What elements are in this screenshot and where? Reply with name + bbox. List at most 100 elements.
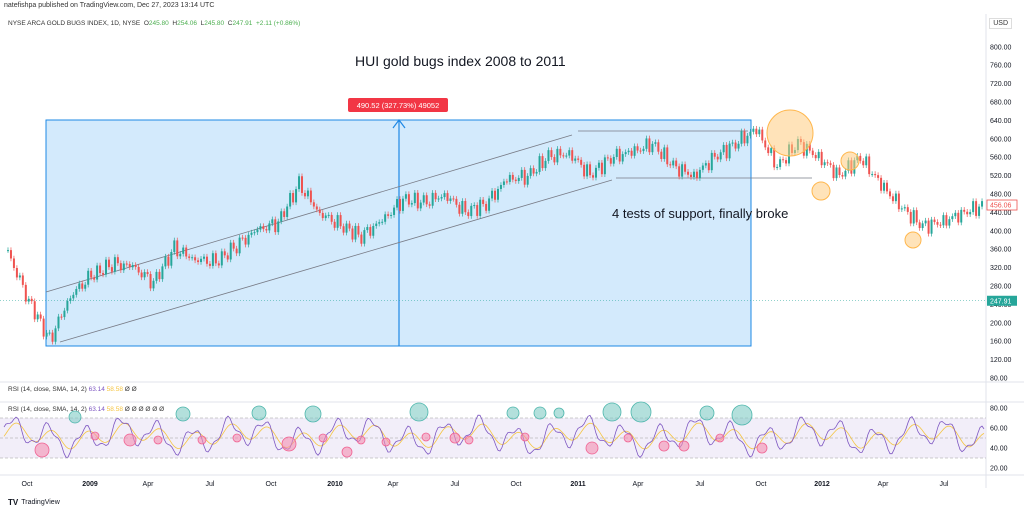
candle-body	[832, 164, 835, 179]
rsi-na-1: Ø Ø	[124, 386, 137, 393]
candle-body	[508, 174, 511, 182]
candle-body	[609, 158, 612, 164]
rsi-overbought-circle	[602, 402, 622, 422]
candle-body	[256, 229, 259, 233]
candle-body	[277, 221, 280, 233]
candle-body	[122, 263, 125, 271]
candle-body	[327, 214, 330, 216]
candle-body	[48, 332, 51, 334]
candle-body	[972, 201, 975, 213]
rsi-oversold-circle	[449, 432, 461, 444]
candle-body	[826, 162, 829, 164]
candle-body	[220, 251, 223, 266]
time-tick-label: Apr	[633, 481, 645, 488]
low-value: 245.80	[204, 20, 225, 27]
candle-body	[859, 155, 862, 161]
candle-body	[933, 219, 936, 223]
candle-body	[606, 157, 609, 159]
rsi-oversold-circle	[281, 436, 297, 452]
rsi-oversold-circle	[381, 437, 391, 447]
candle-body	[194, 257, 197, 261]
candle-body	[624, 152, 627, 155]
candle-body	[494, 190, 497, 200]
candle-body	[713, 152, 716, 157]
candle-body	[321, 212, 324, 219]
candle-body	[155, 271, 158, 281]
candle-body	[550, 150, 553, 158]
candle-body	[21, 275, 24, 285]
candle-body	[874, 174, 877, 176]
candle-body	[27, 298, 30, 302]
candle-body	[229, 242, 232, 260]
price-tick-label: 480.00	[990, 192, 1012, 199]
candle-body	[333, 221, 336, 228]
candle-body	[470, 205, 473, 217]
price-tick-label: 720.00	[990, 81, 1012, 88]
footer-brand[interactable]: TV TradingView	[8, 498, 60, 507]
rsi-overbought-circle	[699, 405, 715, 421]
time-tick-label: Oct	[756, 481, 767, 488]
rsi-value-1: 63.14	[88, 386, 105, 393]
candle-body	[592, 175, 595, 178]
candle-body	[102, 273, 105, 275]
candle-body	[612, 156, 615, 164]
candle-body	[262, 226, 265, 230]
candle-body	[868, 156, 871, 175]
highlight-circle	[840, 151, 860, 171]
candle-body	[125, 263, 128, 265]
candle-body	[669, 164, 672, 166]
candle-body	[342, 226, 345, 233]
candle-body	[936, 222, 939, 225]
price-tick-label: 760.00	[990, 63, 1012, 70]
rsi-oversold-circle	[34, 442, 50, 458]
rsi-oversold-circle	[421, 432, 431, 442]
candle-body	[42, 318, 45, 337]
candle-body	[776, 166, 779, 168]
candle-body	[179, 253, 182, 257]
candle-body	[594, 167, 597, 178]
candle-body	[538, 156, 541, 172]
candle-body	[529, 168, 532, 176]
candle-body	[618, 148, 621, 162]
rsi-oversold-circle	[318, 433, 328, 443]
candle-body	[419, 202, 422, 209]
candle-body	[357, 225, 360, 235]
candle-body	[785, 160, 788, 164]
candle-body	[217, 263, 220, 266]
price-tick-label: 680.00	[990, 100, 1012, 107]
candle-body	[54, 328, 57, 342]
candle-body	[894, 193, 897, 202]
candle-body	[749, 131, 752, 136]
candle-body	[455, 198, 458, 205]
candle-body	[672, 160, 675, 166]
candle-body	[701, 165, 704, 170]
symbol-name: NYSE ARCA GOLD BUGS INDEX, 1D, NYSE	[8, 20, 141, 27]
candle-body	[33, 301, 36, 320]
candle-body	[880, 177, 883, 191]
rsi-oversold-circle	[90, 431, 100, 441]
candle-body	[401, 198, 404, 211]
candle-body	[779, 159, 782, 167]
candle-body	[496, 188, 499, 200]
candle-body	[684, 164, 687, 172]
candle-body	[428, 204, 431, 206]
candle-body	[927, 220, 930, 234]
candle-body	[476, 205, 479, 216]
currency-button[interactable]: USD	[989, 18, 1012, 29]
candle-body	[208, 263, 211, 266]
open-value: 245.80	[148, 20, 169, 27]
candle-body	[461, 200, 464, 214]
rsi-oversold-circle	[356, 435, 366, 445]
candle-body	[648, 138, 651, 153]
candle-body	[687, 171, 690, 175]
candle-body	[743, 131, 746, 144]
candle-body	[888, 191, 891, 197]
price-tag-last	[987, 295, 1017, 306]
candle-body	[259, 226, 262, 230]
candle-body	[107, 259, 110, 268]
candle-body	[72, 294, 75, 299]
rsi-oversold-circle	[197, 435, 207, 445]
candle-body	[128, 264, 131, 268]
rsi-overbought-circle	[251, 405, 267, 421]
